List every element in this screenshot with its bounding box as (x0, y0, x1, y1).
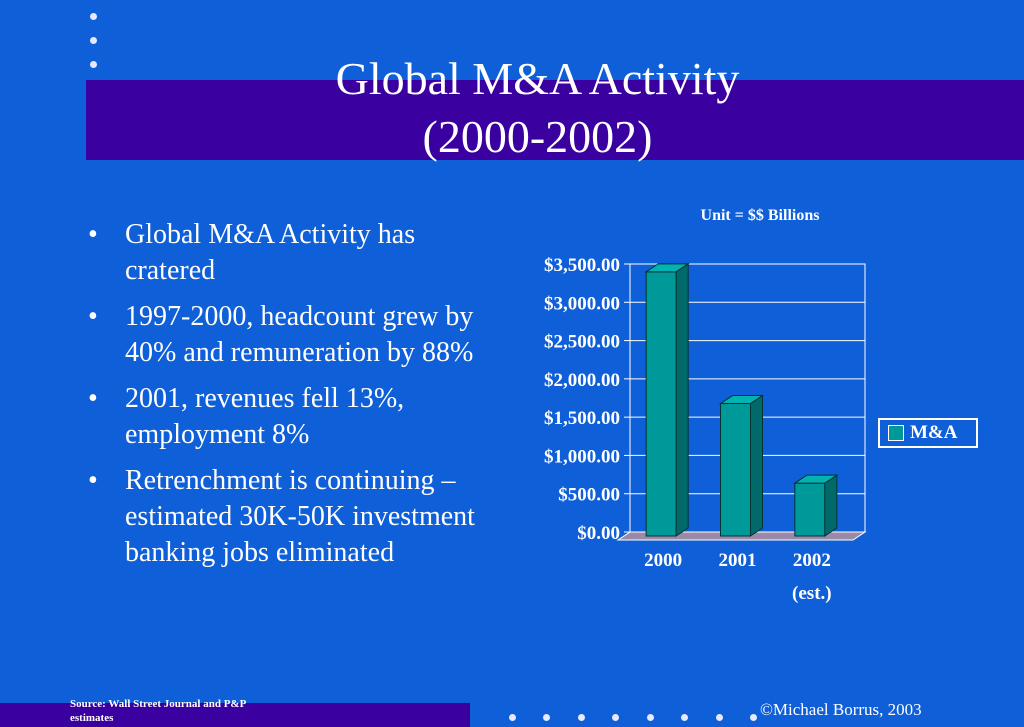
bar-side (824, 474, 838, 537)
bullet-item: • Retrenchment is continuing – estimated … (80, 463, 490, 571)
bullet-item: • 1997-2000, headcount grew by 40% and re… (80, 299, 490, 371)
bullet-icon: • (88, 383, 98, 414)
legend-swatch (888, 425, 904, 441)
dot (612, 714, 619, 721)
y-tick-label: $3,500.00 (544, 255, 620, 276)
bar-top (793, 474, 839, 484)
bar-top (644, 263, 690, 273)
y-tick-label: $2,000.00 (544, 370, 620, 391)
title-band (86, 80, 1024, 160)
bullet-list: • Global M&A Activity has cratered • 1997-… (80, 217, 490, 581)
bullet-icon: • (88, 465, 98, 496)
bar-side (750, 394, 763, 537)
dot (647, 714, 654, 721)
dot (681, 714, 688, 721)
dot (578, 714, 585, 721)
footer-band (0, 703, 470, 727)
title-line-1: Global M&A Activity (335, 53, 740, 104)
bar (720, 403, 751, 537)
bullet-icon: • (88, 219, 98, 250)
slide-title: Global M&A Activity (2000-2002) (250, 50, 825, 166)
y-tick-label: $3,000.00 (544, 293, 620, 314)
dot (90, 61, 97, 68)
y-tick-label: $1,000.00 (544, 446, 620, 467)
copyright-note: ©Michael Borrus, 2003 (760, 700, 922, 719)
x-tick-label: 2000 (644, 550, 682, 571)
bullet-text: 2001, revenues fell 13%, employment 8% (125, 383, 405, 450)
bullet-text: Retrenchment is continuing – estimated 3… (125, 465, 475, 568)
legend-label: M&A (910, 422, 958, 443)
bar (794, 482, 826, 537)
dot (90, 37, 97, 44)
bullet-icon: • (88, 301, 98, 332)
bar-top (718, 395, 765, 405)
dot (543, 714, 550, 721)
source-note: Source: Wall Street Journal and P&P esti… (70, 698, 246, 724)
x-tick-label: 2002 (793, 550, 831, 571)
chart-unit-label: Unit = $$ Billions (700, 207, 820, 224)
y-tick-label: $0.00 (577, 523, 620, 544)
chart-legend: M&A (878, 418, 978, 448)
bullet-text: Global M&A Activity has cratered (125, 219, 416, 286)
dot (90, 13, 97, 20)
bullet-text: 1997-2000, headcount grew by 40% and rem… (125, 301, 474, 368)
y-tick-label: $1,500.00 (544, 408, 620, 429)
bullet-item: • 2001, revenues fell 13%, employment 8% (80, 381, 490, 453)
bar (645, 271, 677, 537)
dot (750, 714, 757, 721)
dot (509, 714, 516, 721)
bar-side (675, 262, 689, 537)
title-line-2: (2000-2002) (422, 111, 653, 162)
x-tick-label: (est.) (792, 583, 832, 604)
y-tick-label: $2,500.00 (544, 332, 620, 353)
y-tick-label: $500.00 (558, 485, 620, 506)
ma-bar-chart: $0.00 $500.00 $1,000.00 $1,500.00 $2,000.00 $… (544, 255, 867, 604)
bullet-item: • Global M&A Activity has cratered (80, 217, 490, 289)
dot (716, 714, 723, 721)
x-tick-label: 2001 (719, 550, 757, 571)
